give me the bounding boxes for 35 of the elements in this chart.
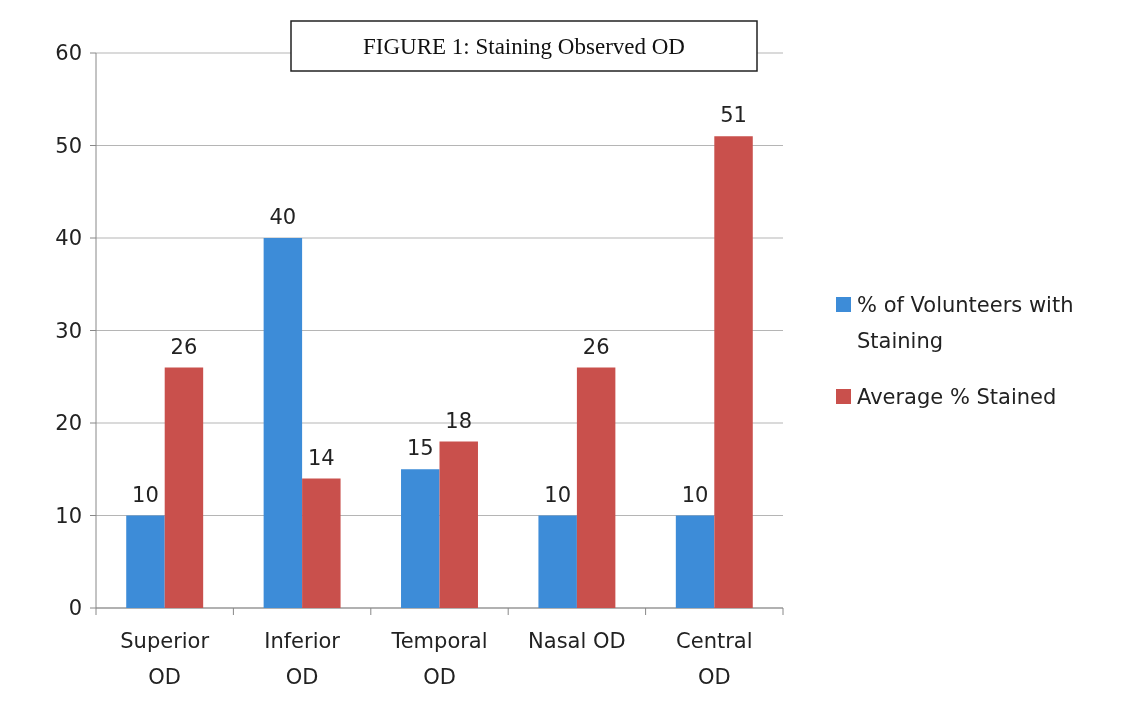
x-tick-label: Superior OD — [120, 629, 210, 689]
bar — [302, 478, 341, 608]
bar — [164, 367, 204, 608]
data-label: 10 — [681, 482, 709, 507]
legend-label: Average % Stained — [857, 385, 1057, 410]
x-tick-label: Temporal OD — [390, 629, 488, 689]
data-label: 26 — [170, 334, 198, 359]
y-tick-label: 60 — [55, 41, 82, 66]
y-tick-label: 20 — [55, 411, 82, 436]
y-tick-label: 0 — [68, 596, 82, 621]
bar — [538, 515, 577, 608]
y-tick-label: 40 — [55, 226, 82, 251]
legend-label: % of Volunteers with Staining — [857, 293, 1074, 354]
data-label: 15 — [406, 436, 434, 461]
bar — [439, 441, 478, 608]
bar — [401, 469, 440, 608]
y-tick-label: 30 — [55, 318, 82, 343]
data-label: 26 — [582, 334, 610, 359]
bar — [714, 136, 753, 608]
data-label: 40 — [269, 205, 297, 229]
bar — [576, 367, 616, 608]
bar — [126, 515, 165, 608]
data-label: 51 — [720, 103, 747, 128]
x-tick-label: Nasal OD — [528, 629, 626, 653]
bar — [675, 515, 715, 608]
y-tick-label: 50 — [55, 133, 82, 158]
x-tick-label: Inferior OD — [264, 629, 341, 689]
chart-title: FIGURE 1: Staining Observed OD — [363, 34, 685, 59]
y-tick-label: 10 — [55, 503, 82, 528]
data-label: 14 — [307, 445, 335, 470]
data-label: 10 — [132, 482, 159, 507]
bar — [263, 238, 303, 608]
data-label: 18 — [445, 408, 473, 433]
x-tick-label: Central OD — [676, 629, 753, 689]
data-label: 10 — [544, 482, 572, 507]
